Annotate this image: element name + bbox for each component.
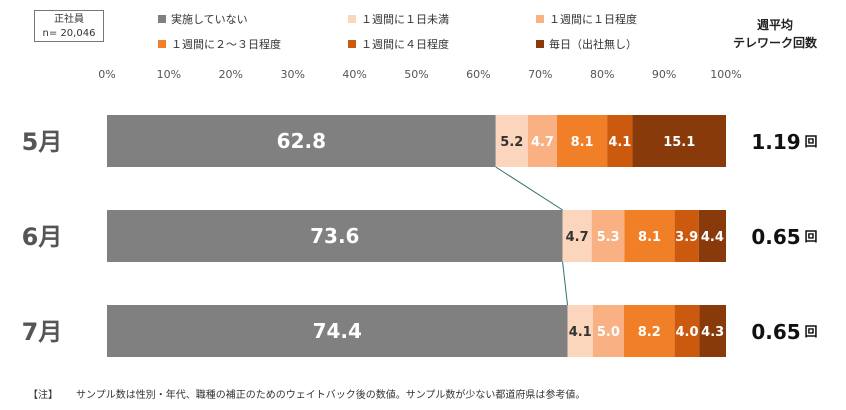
data-label: 4.4: [701, 230, 724, 245]
weekly-average-header-line2: テレワーク回数: [732, 36, 817, 50]
bar-segment: [557, 115, 608, 167]
data-label: 73.6: [310, 224, 359, 248]
weekly-average-unit: 回: [804, 135, 817, 150]
legend-label: 毎日（出社無し）: [549, 38, 637, 51]
x-tick-label: 80%: [590, 68, 614, 81]
bar-segment: [674, 305, 700, 357]
weekly-average-value: 1.19: [751, 130, 800, 154]
weekly-average-unit: 回: [804, 325, 817, 340]
bar-segment: [527, 115, 558, 167]
legend-swatch: [348, 15, 356, 23]
connector-line: [562, 261, 569, 306]
x-tick-label: 50%: [404, 68, 428, 81]
x-tick-label: 20%: [219, 68, 243, 81]
data-label: 5.2: [500, 135, 523, 150]
legend-swatch: [158, 15, 166, 23]
data-label: 4.1: [608, 135, 631, 150]
bar-segment: [674, 210, 699, 262]
data-label: 8.1: [638, 230, 661, 245]
bar-segment: [624, 210, 675, 262]
sample-size-label: n= 20,046: [42, 28, 96, 39]
footnote-text: サンプル数は性別・年代、職種の補正のためのウェイトバック後の数値。サンプル数が少…: [76, 390, 586, 401]
data-label: 4.0: [675, 325, 698, 340]
x-tick-label: 10%: [157, 68, 181, 81]
weekly-average-unit: 回: [804, 230, 817, 245]
category-label: 5月: [22, 128, 63, 156]
data-label: 62.8: [277, 129, 326, 153]
bar-segment: [632, 115, 726, 167]
weekly-average-value: 0.65: [751, 225, 800, 249]
weekly-average-header-line1: 週平均: [756, 18, 793, 32]
data-label: 3.9: [675, 230, 698, 245]
data-label: 4.1: [569, 325, 592, 340]
legend-item-every-day: 毎日（出社無し）: [536, 36, 637, 52]
bar-segment: [567, 305, 593, 357]
category-label: 7月: [22, 318, 63, 346]
data-label: 8.2: [638, 325, 661, 340]
x-tick-label: 60%: [466, 68, 490, 81]
bar-segment: [592, 305, 624, 357]
bar-segment: [607, 115, 633, 167]
data-label: 74.4: [313, 319, 362, 343]
legend-item-none: 実施していない: [158, 11, 248, 27]
weekly-average-header: 週平均 テレワーク回数: [720, 16, 830, 52]
legend-item-1-day: １週間に１日程度: [536, 11, 637, 27]
bar-segment: [107, 305, 568, 357]
legend-item-4-days: １週間に４日程度: [348, 36, 449, 52]
chart-legend: 実施していない １週間に１日未満 １週間に１日程度 １週間に２～３日程度 １週間…: [158, 8, 718, 52]
legend-swatch: [536, 15, 544, 23]
x-tick-label: 90%: [652, 68, 676, 81]
data-label: 5.3: [597, 230, 620, 245]
weekly-average-value: 0.65: [751, 320, 800, 344]
legend-label: １週間に２～３日程度: [171, 38, 281, 51]
x-tick-label: 40%: [342, 68, 366, 81]
data-label: 4.3: [701, 325, 724, 340]
legend-swatch: [158, 40, 166, 48]
data-label: 5.0: [597, 325, 620, 340]
x-tick-label: 0%: [98, 68, 115, 81]
legend-swatch: [348, 40, 356, 48]
legend-item-less-than-1: １週間に１日未満: [348, 11, 449, 27]
legend-label: 実施していない: [171, 13, 248, 26]
legend-label: １週間に４日程度: [361, 38, 449, 51]
data-label: 4.7: [531, 135, 554, 150]
bar-segment: [623, 305, 675, 357]
bar-segment: [495, 115, 528, 167]
footnote-prefix: 【注】: [28, 390, 58, 401]
data-label: 15.1: [663, 135, 695, 150]
legend-swatch: [536, 40, 544, 48]
bar-segment: [698, 210, 726, 262]
category-label: 6月: [22, 223, 63, 251]
bar-segment: [107, 210, 563, 262]
legend-label: １週間に１日未満: [361, 13, 449, 26]
x-tick-label: 100%: [710, 68, 741, 81]
bar-segment: [591, 210, 625, 262]
data-label: 4.7: [566, 230, 589, 245]
x-tick-label: 30%: [280, 68, 304, 81]
sample-group-label: 正社員: [54, 14, 84, 25]
footnote: 【注】 サンプル数は性別・年代、職種の補正のためのウェイトバック後の数値。サンプル…: [28, 386, 603, 401]
legend-label: １週間に１日程度: [549, 13, 637, 26]
x-tick-label: 70%: [528, 68, 552, 81]
sample-size-box: 正社員 n= 20,046: [34, 10, 104, 42]
bar-segment: [699, 305, 726, 357]
data-label: 8.1: [571, 135, 594, 150]
connector-line: [495, 166, 563, 211]
legend-item-2-3-days: １週間に２～３日程度: [158, 36, 281, 52]
bar-segment: [562, 210, 592, 262]
bar-segment: [107, 115, 496, 167]
